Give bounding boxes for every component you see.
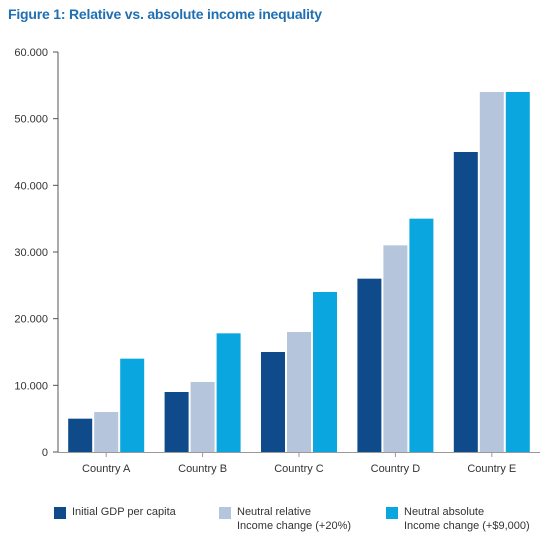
- y-tick-label: 60.000: [14, 47, 48, 59]
- bar: [383, 245, 408, 452]
- legend-item-neutral-relative: Neutral relative Income change (+20%): [219, 505, 351, 533]
- y-tick-label: 0: [42, 447, 48, 459]
- x-tick-label: Country D: [371, 463, 421, 475]
- legend-label-initial-gdp: Initial GDP per capita: [72, 506, 176, 518]
- legend-item-neutral-absolute: Neutral absolute Income change (+$9,000): [386, 505, 530, 533]
- legend-item-initial-gdp: Initial GDP per capita: [54, 505, 176, 519]
- y-tick-label: 40.000: [14, 180, 48, 192]
- bar: [216, 333, 241, 452]
- y-tick-label: 30.000: [14, 247, 48, 259]
- bar: [505, 92, 530, 452]
- legend-label-neutral-absolute: Neutral absolute Income change (+$9,000): [404, 506, 530, 532]
- bar: [357, 278, 382, 452]
- bar: [120, 358, 145, 452]
- bar: [190, 382, 215, 452]
- legend: Initial GDP per capita Neutral relative …: [0, 505, 546, 542]
- legend-swatch-neutral-relative: [219, 507, 231, 519]
- y-tick-label: 50.000: [14, 114, 48, 126]
- x-tick-label: Country B: [178, 463, 227, 475]
- x-tick-label: Country E: [467, 463, 516, 475]
- legend-label-neutral-relative: Neutral relative Income change (+20%): [237, 506, 352, 532]
- bar: [261, 352, 285, 452]
- x-tick-label: Country A: [82, 463, 131, 475]
- bar: [94, 412, 119, 452]
- bar: [287, 332, 311, 452]
- legend-swatch-neutral-absolute: [386, 507, 398, 519]
- bar: [479, 92, 504, 452]
- y-tick-label: 10.000: [14, 380, 48, 392]
- chart-title: Figure 1: Relative vs. absolute income i…: [8, 6, 322, 22]
- bar: [68, 418, 93, 452]
- x-tick-label: Country C: [274, 463, 324, 475]
- y-tick-label: 20.000: [14, 314, 48, 326]
- bar: [313, 292, 337, 452]
- bar: [409, 218, 434, 452]
- bar-chart: 0 10.000 20.000 30.000 40.000 50.000 60.000 Cou…: [14, 47, 540, 475]
- bar: [164, 392, 189, 452]
- bar: [453, 152, 478, 452]
- legend-swatch-initial-gdp: [54, 507, 66, 519]
